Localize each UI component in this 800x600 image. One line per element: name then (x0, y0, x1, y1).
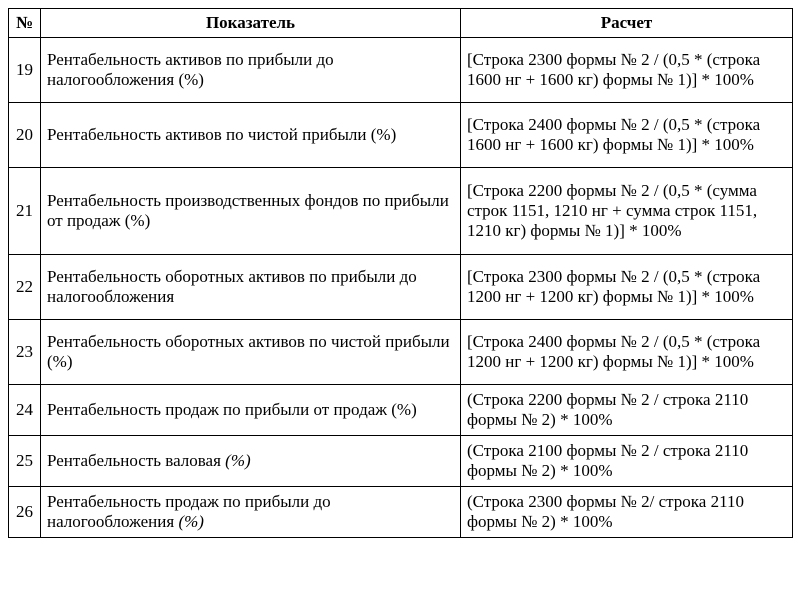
cell-calc: [Строка 2300 формы № 2 / (0,5 * (строка … (461, 38, 793, 103)
cell-indicator: Рентабельность продаж по прибыли от прод… (41, 385, 461, 436)
cell-num: 19 (9, 38, 41, 103)
cell-indicator: Рентабельность активов по чистой прибыли… (41, 103, 461, 168)
table-row: 20Рентабельность активов по чистой прибы… (9, 103, 793, 168)
cell-indicator: Рентабельность оборотных активов по приб… (41, 255, 461, 320)
indicators-table: № Показатель Расчет 19Рентабельность акт… (8, 8, 793, 538)
table-row: 21Рентабельность производственных фондов… (9, 168, 793, 255)
table-row: 19Рентабельность активов по прибыли до н… (9, 38, 793, 103)
cell-indicator: Рентабельность производственных фондов п… (41, 168, 461, 255)
table-row: 26Рентабельность продаж по прибыли до на… (9, 487, 793, 538)
cell-num: 21 (9, 168, 41, 255)
cell-calc: [Строка 2200 формы № 2 / (0,5 * (сумма с… (461, 168, 793, 255)
col-header-num: № (9, 9, 41, 38)
cell-calc: (Строка 2100 формы № 2 / строка 2110 фор… (461, 436, 793, 487)
table-row: 23Рентабельность оборотных активов по чи… (9, 320, 793, 385)
cell-indicator: Рентабельность оборотных активов по чист… (41, 320, 461, 385)
table-header-row: № Показатель Расчет (9, 9, 793, 38)
cell-num: 20 (9, 103, 41, 168)
table-row: 22Рентабельность оборотных активов по пр… (9, 255, 793, 320)
table-row: 24Рентабельность продаж по прибыли от пр… (9, 385, 793, 436)
cell-indicator: Рентабельность активов по прибыли до нал… (41, 38, 461, 103)
cell-calc: (Строка 2300 формы № 2/ строка 2110 форм… (461, 487, 793, 538)
cell-calc: [Строка 2300 формы № 2 / (0,5 * (строка … (461, 255, 793, 320)
cell-indicator: Рентабельность валовая (%) (41, 436, 461, 487)
cell-num: 25 (9, 436, 41, 487)
col-header-indicator: Показатель (41, 9, 461, 38)
cell-calc: (Строка 2200 формы № 2 / строка 2110 фор… (461, 385, 793, 436)
cell-num: 26 (9, 487, 41, 538)
col-header-calc: Расчет (461, 9, 793, 38)
cell-num: 24 (9, 385, 41, 436)
cell-indicator: Рентабельность продаж по прибыли до нало… (41, 487, 461, 538)
cell-num: 22 (9, 255, 41, 320)
cell-calc: [Строка 2400 формы № 2 / (0,5 * (строка … (461, 320, 793, 385)
cell-num: 23 (9, 320, 41, 385)
cell-calc: [Строка 2400 формы № 2 / (0,5 * (строка … (461, 103, 793, 168)
table-row: 25Рентабельность валовая (%)(Строка 2100… (9, 436, 793, 487)
